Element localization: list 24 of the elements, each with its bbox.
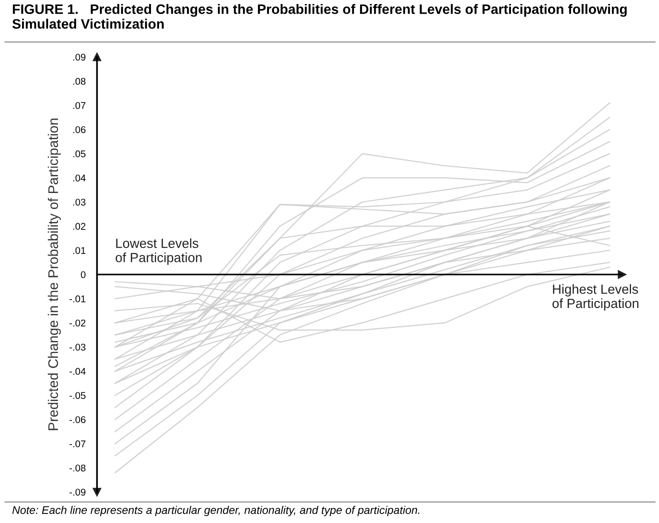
y-tick-label: .02	[73, 222, 86, 230]
y-tick-label: -.01	[70, 295, 86, 302]
y-tick-label: -.06	[70, 416, 86, 424]
y-tick-label: .07	[73, 102, 86, 109]
y-tick-label: .03	[73, 198, 86, 206]
y-tick-label: -.05	[70, 392, 86, 399]
y-tick-label: .05	[73, 150, 86, 158]
y-tick-label: .04	[73, 174, 86, 182]
y-tick-label: -.07	[70, 440, 86, 448]
y-tick-label: -.02	[70, 320, 86, 326]
y-tick-label: 0	[80, 271, 86, 278]
y-tick-label: .01	[73, 247, 86, 254]
chart-title: FIGURE 1. Predicted Changes in the Probabilities of Different Levels of Participation following Simulated Victimization	[12, 4, 627, 29]
y-tick-label: .09	[73, 54, 86, 61]
y-tick-label: -.08	[70, 464, 86, 472]
annotation: Lowest Levels of Participation	[116, 238, 202, 265]
y-tick-label: -.04	[70, 368, 86, 375]
text: Note: Each line represents a particular gender, nationality, and type of participation.	[12, 506, 420, 516]
y-tick-label: .06	[73, 126, 86, 134]
y-tick-label: -.03	[70, 344, 86, 351]
y-tick-label: .08	[73, 78, 86, 85]
y-axis-title: Predicted Change in the Probability of Participation	[48, 118, 61, 430]
y-tick-label: -.09	[70, 488, 86, 496]
annotation: Highest Levels of Participation	[552, 284, 638, 311]
